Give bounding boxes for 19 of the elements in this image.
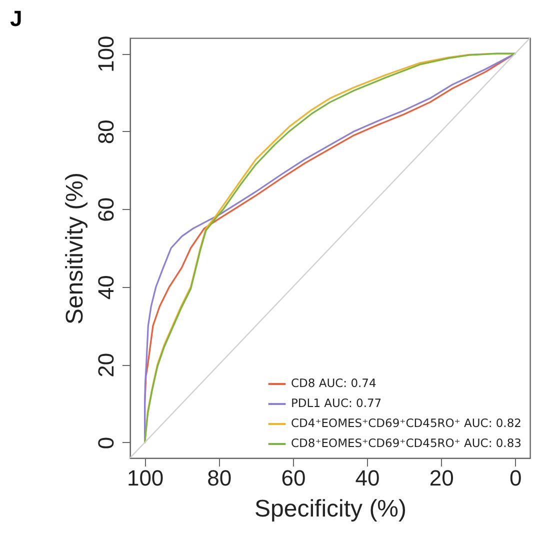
x-tick-label: 80 — [207, 466, 232, 490]
y-axis-title: Sensitivity (%) — [62, 172, 88, 325]
legend-label: CD4⁺EOMES⁺CD69⁺CD45RO⁺ AUC: 0.82 — [291, 416, 522, 430]
x-axis-title: Specificity (%) — [254, 496, 407, 522]
chart-title: J — [10, 6, 22, 32]
y-tick-label: 80 — [94, 120, 118, 144]
y-tick-label: 20 — [94, 352, 118, 378]
y-tick-label: 60 — [94, 197, 118, 222]
x-tick-label: 0 — [510, 466, 522, 490]
x-tick-label: 20 — [429, 466, 454, 490]
x-tick-label: 40 — [355, 466, 380, 490]
legend-label: CD8⁺EOMES⁺CD69⁺CD45RO⁺ AUC: 0.83 — [291, 436, 522, 450]
x-tick-label: 60 — [281, 466, 306, 490]
y-tick-label: 0 — [94, 436, 118, 450]
x-tick-label: 100 — [126, 466, 164, 490]
y-tick-label: 100 — [94, 36, 118, 72]
y-tick-label: 40 — [94, 275, 118, 300]
legend-label: CD8 AUC: 0.74 — [291, 376, 376, 390]
legend-label: PDL1 AUC: 0.77 — [291, 396, 382, 410]
